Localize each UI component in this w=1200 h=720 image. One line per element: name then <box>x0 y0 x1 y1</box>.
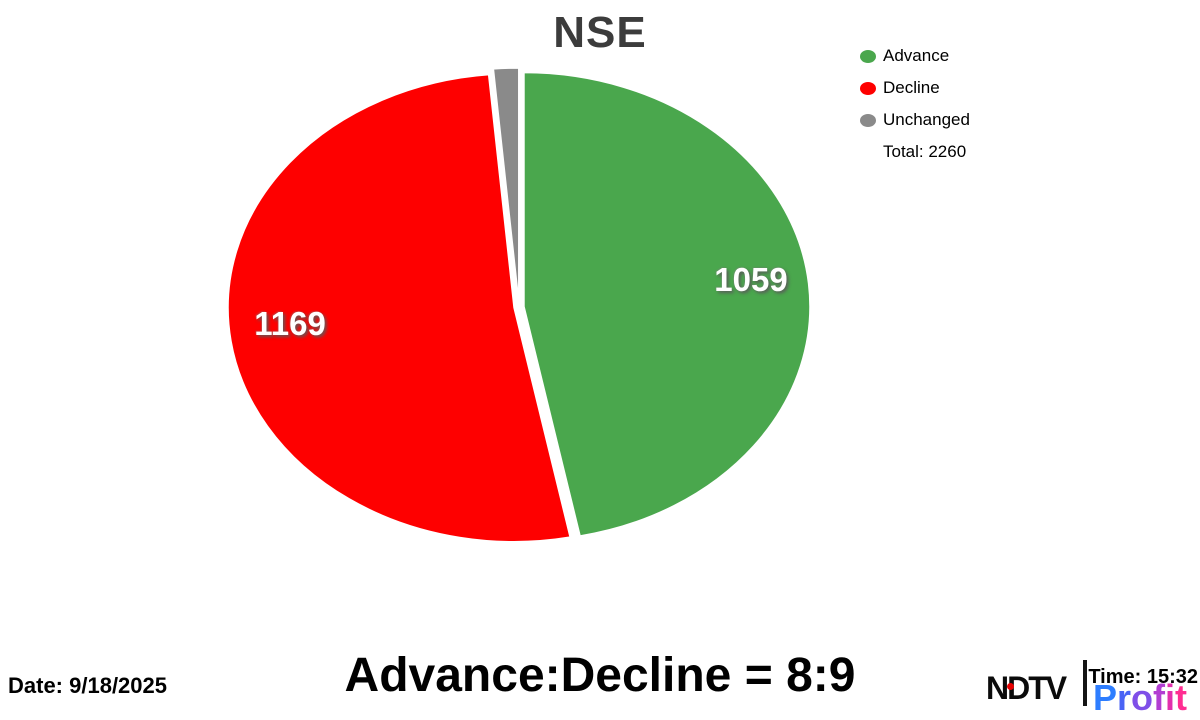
unchanged-swatch-icon <box>860 113 876 127</box>
decline-slice-value: 1169 <box>254 305 326 342</box>
brand-separator-bar <box>1083 660 1087 706</box>
legend-item-unchanged: Unchanged <box>860 104 970 136</box>
advance-slice <box>523 71 811 537</box>
advance-decline-ratio-caption: Advance:Decline = 8:9 <box>344 649 856 702</box>
legend-label-advance: Advance <box>883 46 950 65</box>
ndtv-profit-logo: NDTV Profit <box>986 660 1200 718</box>
legend: Advance Decline Unchanged Total: 2260 <box>860 40 970 168</box>
legend-item-advance: Advance <box>860 40 970 72</box>
decline-slice <box>227 73 572 543</box>
ndtv-wordmark: NDTV <box>986 670 1067 706</box>
unchanged-slice <box>492 67 520 303</box>
advance-slice-value: 1059 <box>714 261 788 298</box>
legend-label-decline: Decline <box>883 78 940 97</box>
date-label: Date: 9/18/2025 <box>8 673 167 698</box>
time-label: Time: 15:32 <box>1088 666 1198 688</box>
legend-total: Total: 2260 <box>883 142 967 161</box>
profit-wordmark: Profit <box>1093 677 1188 718</box>
legend-item-decline: Decline <box>860 72 970 104</box>
legend-label-unchanged: Unchanged <box>883 110 970 129</box>
decline-swatch-icon <box>860 81 876 95</box>
ndtv-red-dot-icon <box>1007 683 1014 690</box>
page-title: NSE <box>553 8 647 57</box>
advance-swatch-icon <box>860 49 876 63</box>
